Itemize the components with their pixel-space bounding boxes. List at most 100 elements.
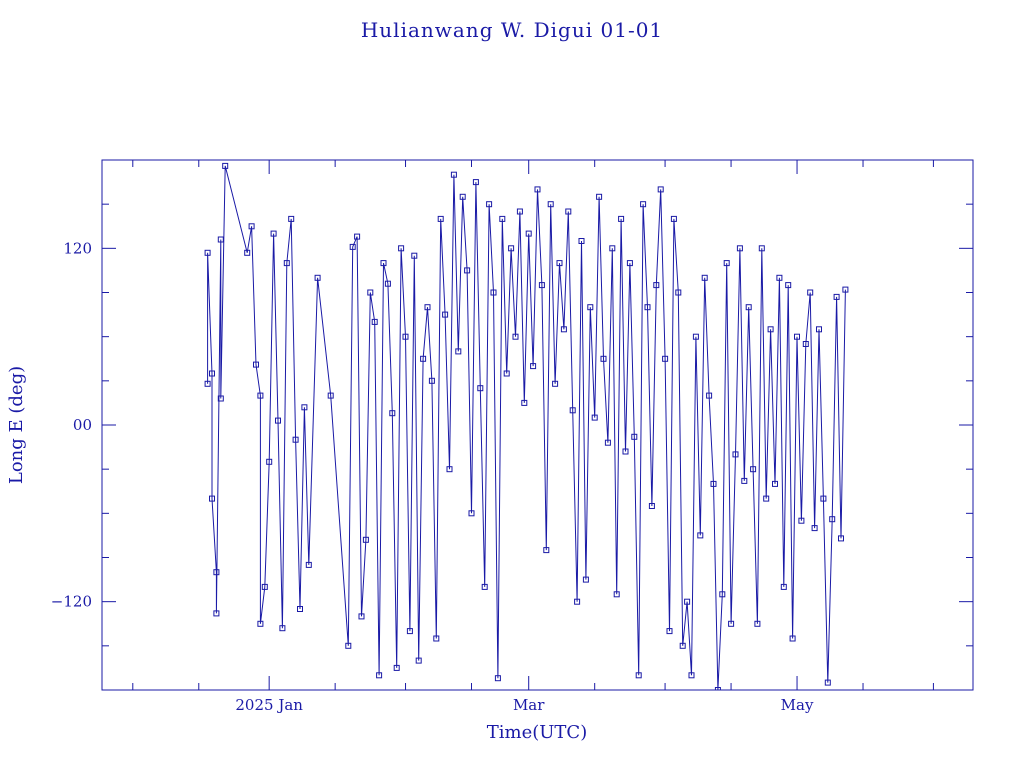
data-point-marker	[745, 304, 752, 311]
data-point-marker	[679, 642, 686, 649]
data-point-marker	[657, 186, 664, 193]
data-point-marker	[587, 304, 594, 311]
data-point-marker	[345, 642, 352, 649]
data-point-marker	[728, 620, 735, 627]
data-point-marker	[525, 230, 532, 237]
data-point-marker	[411, 252, 418, 259]
data-point-marker	[384, 280, 391, 287]
data-point-marker	[833, 293, 840, 300]
data-point-marker	[367, 289, 374, 296]
data-point-marker	[464, 267, 471, 274]
data-point-marker	[415, 657, 422, 664]
data-point-marker	[209, 495, 215, 502]
data-point-marker	[362, 536, 369, 543]
data-point-marker	[591, 414, 598, 421]
data-point-marker	[486, 201, 493, 208]
y-tick-label: 120	[63, 239, 92, 257]
data-point-marker	[574, 598, 581, 605]
data-point-marker	[780, 583, 787, 590]
plot-frame	[101, 159, 974, 691]
data-point-marker	[697, 532, 704, 539]
data-point-marker	[838, 535, 844, 542]
data-point-marker	[301, 404, 308, 411]
data-point-marker	[248, 223, 255, 230]
data-point-marker	[750, 466, 757, 473]
data-point-marker	[354, 233, 361, 240]
data-point-marker	[789, 635, 796, 642]
data-point-marker	[446, 466, 453, 473]
data-point-marker	[785, 282, 792, 289]
data-point-marker	[767, 326, 774, 333]
data-point-marker	[736, 245, 743, 252]
data-point-marker	[754, 620, 761, 627]
data-point-marker	[662, 355, 669, 362]
data-point-marker	[314, 274, 321, 281]
data-point-marker	[714, 687, 721, 690]
data-point-marker	[842, 286, 849, 293]
data-point-marker	[283, 260, 290, 267]
data-point-marker	[653, 282, 660, 289]
data-point-marker	[798, 517, 805, 524]
data-point-marker	[358, 613, 365, 620]
data-point-marker	[530, 363, 537, 370]
data-point-marker	[609, 245, 616, 252]
data-point-marker	[538, 282, 545, 289]
data-point-marker	[547, 201, 554, 208]
data-point-marker	[398, 245, 405, 252]
y-axis-label: Long E (deg)	[6, 366, 27, 484]
data-point-marker	[675, 289, 682, 296]
x-tick-label: May	[781, 696, 814, 714]
data-point-marker	[582, 576, 589, 583]
data-point-marker	[516, 208, 523, 215]
data-point-marker	[666, 628, 673, 635]
data-point-marker	[688, 672, 695, 679]
data-point-marker	[217, 395, 224, 402]
data-point-marker	[635, 672, 642, 679]
data-point-marker	[477, 385, 484, 392]
series-line	[207, 165, 846, 690]
data-point-marker	[349, 243, 356, 250]
data-point-marker	[569, 407, 576, 414]
data-point-marker	[811, 525, 818, 532]
data-point-marker	[288, 215, 295, 222]
chart-title: Hulianwang W. Digui 01-01	[361, 18, 663, 42]
data-point-marker	[275, 417, 281, 424]
data-point-marker	[772, 480, 778, 487]
data-point-marker	[297, 606, 303, 612]
data-point-marker	[442, 311, 449, 318]
data-point-marker	[706, 392, 713, 399]
data-point-marker	[578, 238, 585, 244]
data-point-marker	[420, 355, 427, 362]
y-tick-label: −120	[51, 593, 92, 611]
data-point-marker	[257, 392, 264, 399]
data-point-marker	[710, 480, 717, 487]
data-point-marker	[305, 561, 312, 568]
data-point-marker	[631, 433, 638, 440]
data-point-marker	[640, 201, 647, 208]
data-point-marker	[534, 186, 541, 193]
data-point-marker	[626, 260, 633, 267]
data-point-marker	[648, 503, 655, 509]
x-axis-label: Time(UTC)	[487, 722, 587, 743]
data-point-marker	[481, 583, 488, 590]
data-point-marker	[560, 326, 567, 333]
data-point-marker	[217, 236, 224, 243]
data-point-marker	[701, 274, 708, 281]
data-point-marker	[613, 591, 620, 598]
data-point-marker	[503, 370, 510, 377]
data-point-marker	[253, 361, 259, 368]
data-point-marker	[455, 348, 462, 355]
data-point-marker	[670, 215, 677, 222]
data-point-marker	[222, 162, 229, 169]
data-point-marker	[389, 410, 396, 417]
data-point-marker	[622, 448, 629, 455]
data-point-marker	[459, 193, 466, 200]
data-point-marker	[292, 436, 299, 443]
data-point-marker	[376, 672, 383, 679]
data-point-marker	[257, 620, 264, 627]
data-point-marker	[829, 516, 836, 523]
data-point-marker	[719, 591, 726, 598]
data-point-marker	[490, 289, 497, 296]
data-point-marker	[600, 355, 607, 362]
